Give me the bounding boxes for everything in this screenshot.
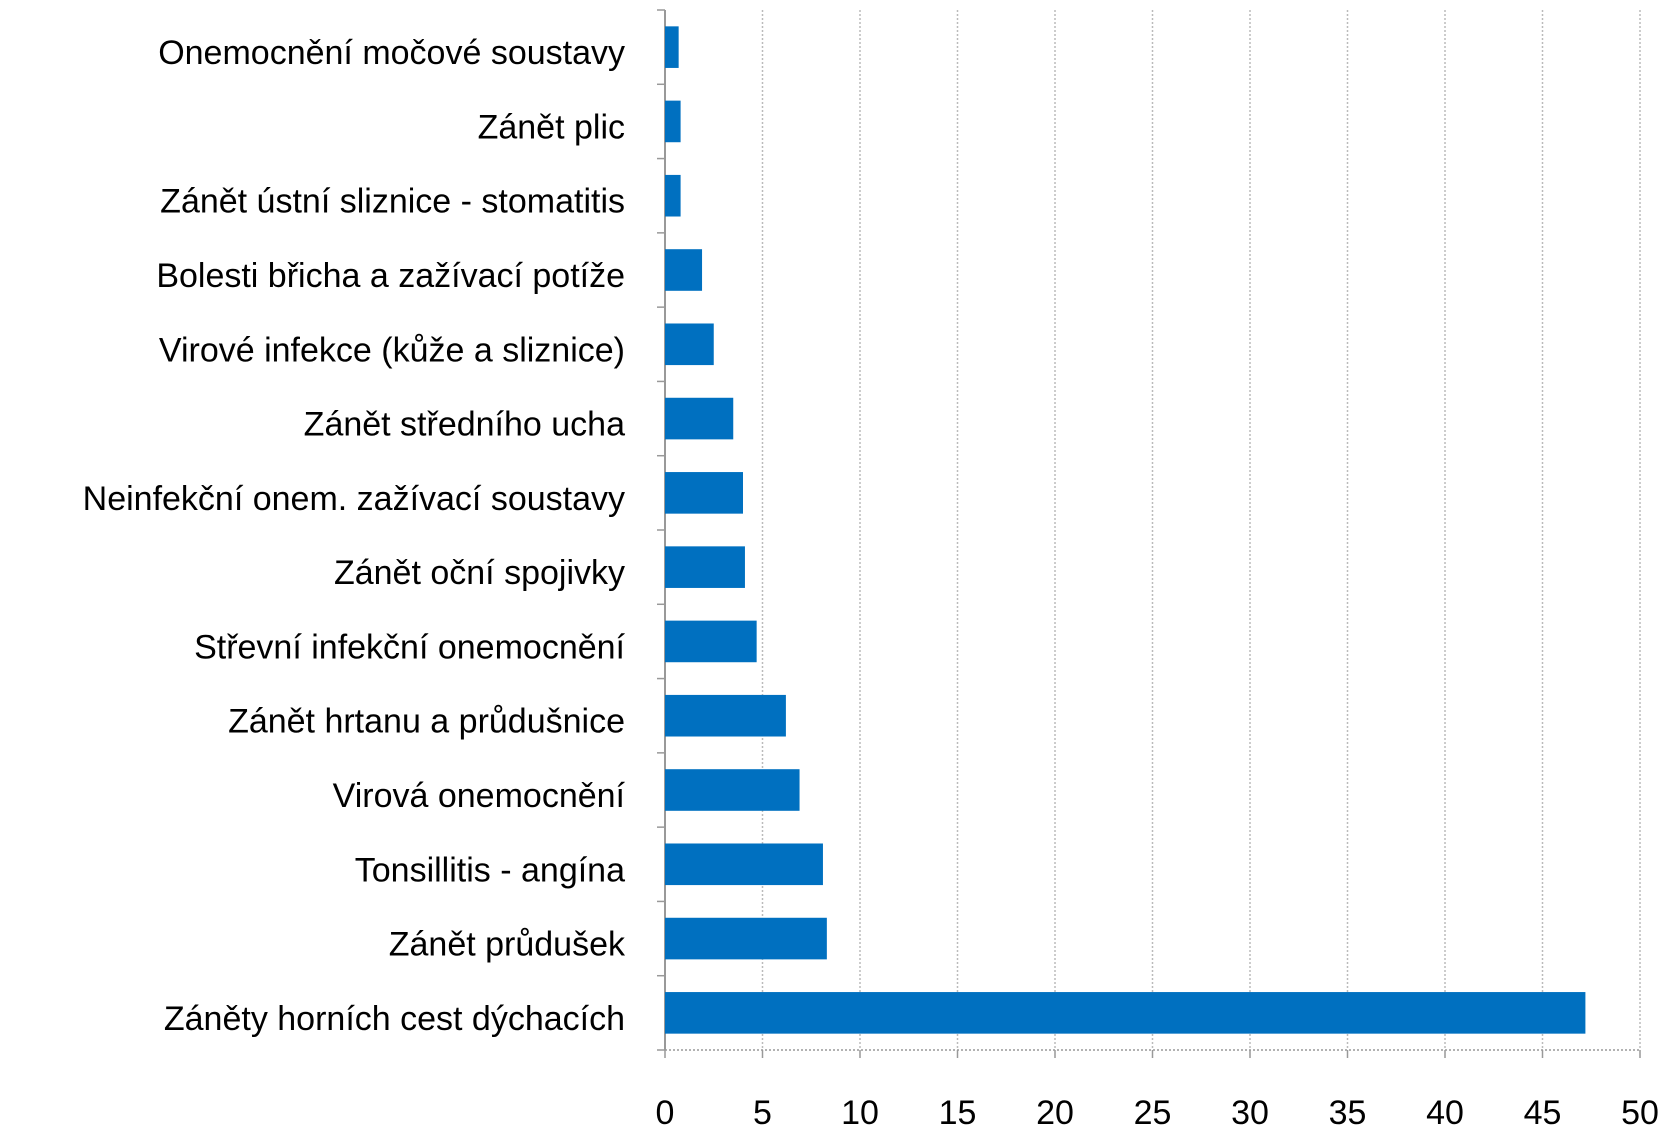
bar [665, 397, 734, 440]
bar [665, 546, 745, 588]
bar [665, 620, 757, 663]
x-tick-label: 5 [753, 1094, 772, 1128]
bar [665, 769, 800, 811]
bar [665, 174, 681, 217]
y-tick-label: Onemocnění močové soustavy [158, 34, 625, 72]
y-tick-label: Zánět středního ucha [304, 406, 625, 444]
y-tick-label: Záněty horních cest dýchacích [164, 1000, 625, 1038]
y-tick-label: Virová onemocnění [333, 777, 626, 815]
x-tick-label: 40 [1426, 1094, 1464, 1128]
y-tick-label: Zánět průdušek [389, 926, 626, 964]
y-tick-label: Neinfekční onem. zažívací soustavy [83, 480, 625, 518]
y-tick-label: Virové infekce (kůže a sliznice) [159, 331, 625, 369]
y-tick-label: Bolesti břicha a zažívací potíže [156, 257, 625, 295]
bar [665, 100, 681, 143]
x-tick-label: 50 [1621, 1094, 1659, 1128]
bar [665, 472, 743, 514]
x-tick-label: 0 [656, 1094, 675, 1128]
y-tick-label: Zánět plic [478, 108, 625, 146]
x-tick-label: 35 [1329, 1094, 1367, 1128]
y-tick-label: Zánět oční spojivky [334, 554, 625, 592]
bar [665, 843, 823, 886]
x-tick-label: 30 [1231, 1094, 1269, 1128]
x-tick-label: 45 [1524, 1094, 1562, 1128]
bar [665, 694, 786, 737]
x-tick-label: 25 [1134, 1094, 1172, 1128]
bar [665, 323, 714, 366]
bar [665, 917, 827, 960]
y-tick-label: Zánět ústní sliznice - stomatitis [160, 183, 625, 221]
x-tick-label: 10 [841, 1094, 879, 1128]
y-tick-label: Tonsillitis - angína [355, 851, 625, 889]
bar [665, 26, 679, 68]
x-tick-label: 20 [1036, 1094, 1074, 1128]
x-tick-label: 15 [939, 1094, 977, 1128]
bar [665, 992, 1586, 1034]
y-tick-label: Zánět hrtanu a průdušnice [228, 703, 625, 741]
y-tick-label: Střevní infekční onemocnění [194, 628, 625, 666]
bar [665, 249, 703, 291]
